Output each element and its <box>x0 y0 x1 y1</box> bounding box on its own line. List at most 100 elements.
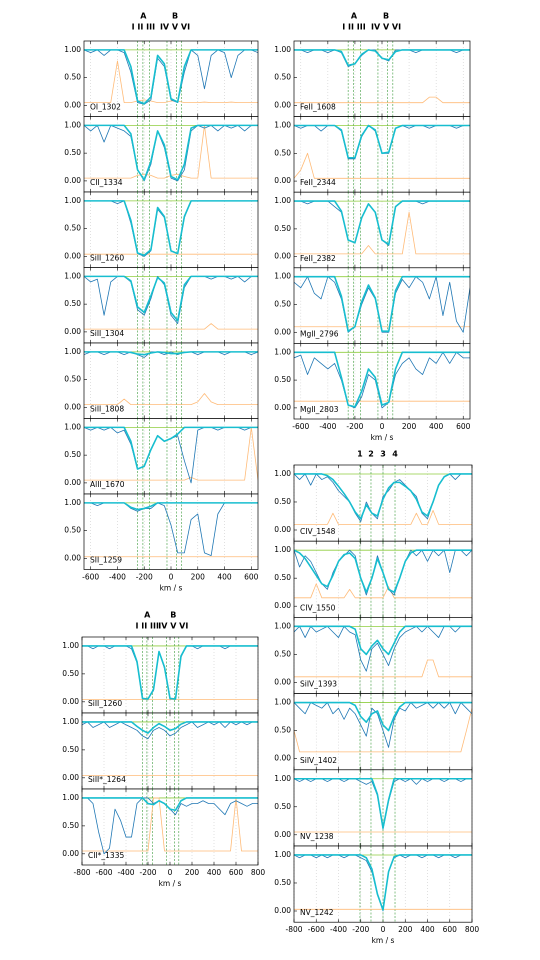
spectrum-line <box>294 276 470 333</box>
spectrum-line <box>294 625 472 672</box>
spectrum-line <box>294 351 470 409</box>
series-group <box>294 200 470 255</box>
panel-label: CIV_1548 <box>300 527 336 536</box>
x-tick-label: 600 <box>456 422 471 431</box>
spectrum-line <box>84 426 258 481</box>
panel: 0.00 0.50 1.00 SiII_1260 <box>64 191 259 268</box>
x-tick-label: 800 <box>465 925 480 934</box>
spectrum-line <box>294 708 472 753</box>
series-group <box>294 275 470 333</box>
y-tick-label: 0.00 <box>274 906 291 915</box>
y-tick-label: 0.50 <box>274 573 291 582</box>
series-group <box>84 200 258 257</box>
spectrum-line <box>294 778 472 830</box>
panel-border <box>293 343 471 420</box>
panel: 0.00 0.50 1.00 SiII_1260 <box>62 636 259 714</box>
panel-label: CIV_1550 <box>300 603 336 612</box>
y-tick-label: 0.00 <box>274 176 291 185</box>
y-tick-label: 0.00 <box>64 176 81 185</box>
x-axis-label: km / s <box>160 584 183 593</box>
spectrum-line <box>84 275 258 324</box>
panel-label: SiII*_1264 <box>88 775 126 784</box>
panel-label: FeII_2344 <box>300 178 336 187</box>
spectrum-line <box>294 200 470 246</box>
panel-border <box>83 493 259 570</box>
spectrum-line <box>82 721 258 740</box>
panel: 0.00 0.50 1.00 MgII_2796 <box>274 267 471 344</box>
y-tick-label: 0.50 <box>62 745 79 754</box>
x-tick-label: 200 <box>402 422 417 431</box>
spectrum-line <box>84 393 258 406</box>
series-group <box>84 275 258 330</box>
x-tick-label: -200 <box>346 422 363 431</box>
component-sublabel: IV V VI <box>160 23 190 32</box>
series-group <box>294 777 472 833</box>
y-tick-label: 1.00 <box>274 469 291 478</box>
spectrum-line <box>294 124 470 159</box>
panel-label: SiIV_1393 <box>300 680 337 689</box>
x-tick-label: 0 <box>168 868 173 877</box>
component-sublabel: I II III <box>342 23 365 32</box>
x-tick-label: 600 <box>229 868 244 877</box>
y-tick-label: 0.50 <box>64 224 81 233</box>
panel-label: NV_1238 <box>300 832 334 841</box>
component-label: 3 <box>380 450 386 459</box>
component-sublabel: I II III <box>132 23 155 32</box>
component-label: A <box>144 611 151 620</box>
y-tick-label: 0.50 <box>274 497 291 506</box>
y-tick-label: 1.00 <box>274 196 291 205</box>
y-tick-label: 0.50 <box>274 726 291 735</box>
y-tick-label: 0.00 <box>64 553 81 562</box>
y-tick-label: 1.00 <box>274 850 291 859</box>
panel: 0.00 0.50 1.00 CII_1334 <box>64 116 259 193</box>
y-tick-label: 0.50 <box>274 802 291 811</box>
spectrum-line <box>294 351 470 408</box>
panel: 0.00 0.50 1.00 CIV_1548 <box>274 464 473 542</box>
x-tick-label: -600 <box>95 868 112 877</box>
panel: 0.00 0.50 1.00 SiII_1304 <box>64 267 259 344</box>
y-tick-label: 0.00 <box>62 849 79 858</box>
y-tick-label: 1.00 <box>274 621 291 630</box>
x-tick-label: -200 <box>139 868 156 877</box>
spectrum-line <box>84 275 258 322</box>
y-tick-label: 0.00 <box>64 478 81 487</box>
spectrum-line <box>84 323 258 330</box>
spectrum-line <box>294 777 472 829</box>
x-tick-label: -200 <box>352 925 369 934</box>
panel: 0.00 0.50 1.00 SiII_1808 <box>64 342 259 419</box>
panel: 0.00 0.50 1.00 NV_1238 <box>274 769 473 847</box>
series-group <box>294 549 472 599</box>
spectrum-line <box>294 211 470 255</box>
y-tick-label: 0.50 <box>274 73 291 82</box>
y-tick-label: 0.00 <box>64 327 81 336</box>
y-tick-label: 0.50 <box>274 649 291 658</box>
component-label: B <box>170 611 176 620</box>
spectrum-line <box>294 509 472 525</box>
y-tick-label: 0.50 <box>64 73 81 82</box>
spectrum-line <box>294 49 470 67</box>
panel-label: FeII_1608 <box>300 103 336 112</box>
y-tick-label: 1.00 <box>64 498 81 507</box>
spectrum-line <box>294 583 472 599</box>
spectrum-line <box>82 797 258 812</box>
x-tick-label: 200 <box>185 868 200 877</box>
panel-label: SiII_1808 <box>90 405 124 414</box>
x-tick-label: 400 <box>207 868 222 877</box>
x-tick-label: 200 <box>398 925 413 934</box>
spectrum-line <box>84 124 258 181</box>
spectrum-line <box>294 659 472 678</box>
spectrum-line <box>294 701 472 732</box>
spectrum-line <box>84 49 258 105</box>
spectrum-line <box>84 426 258 470</box>
spectrum-line <box>294 702 472 748</box>
component-label: A <box>351 12 358 21</box>
spectrum-line <box>84 502 258 511</box>
y-tick-label: 0.00 <box>274 677 291 686</box>
series-group <box>294 473 472 525</box>
y-tick-label: 1.00 <box>64 347 81 356</box>
y-tick-label: 0.50 <box>274 375 291 384</box>
spectrum-line <box>294 549 472 593</box>
panel: 0.00 0.50 1.00 FeII_2382 <box>274 191 471 269</box>
y-tick-label: 0.00 <box>274 100 291 109</box>
y-tick-label: 0.00 <box>274 252 291 261</box>
